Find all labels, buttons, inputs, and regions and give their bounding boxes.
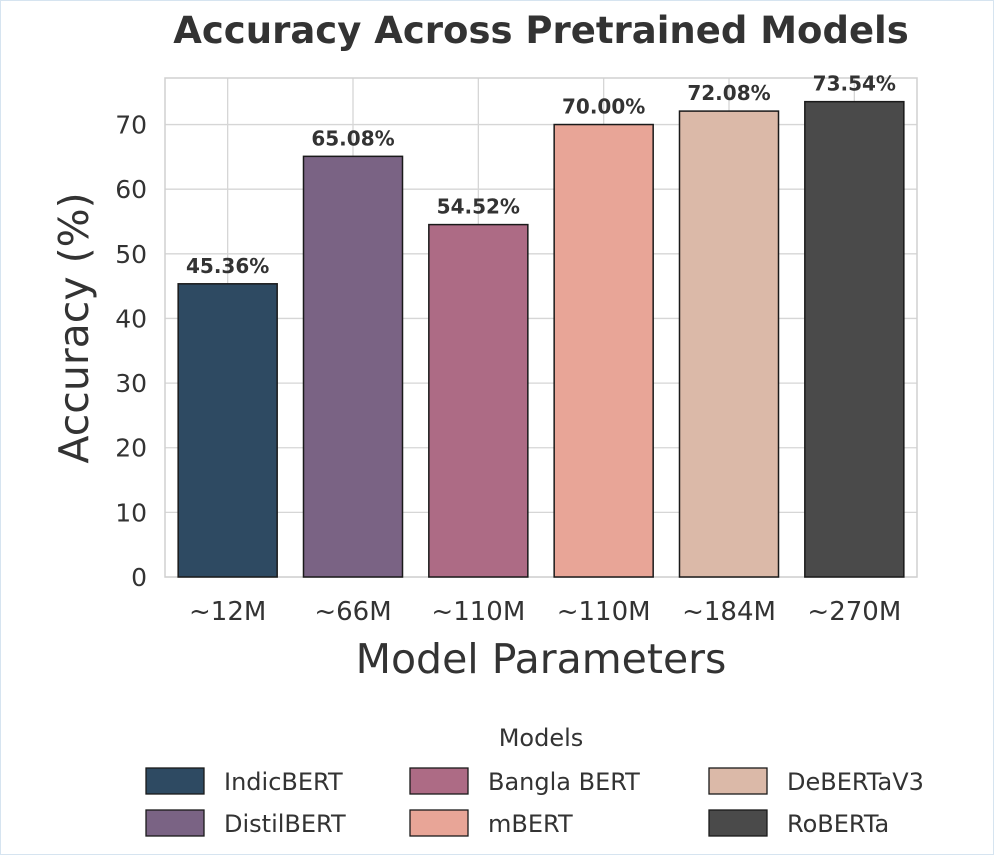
legend-label: DistilBERT xyxy=(224,810,346,838)
legend-label: DeBERTaV3 xyxy=(787,768,924,796)
y-axis-label: Accuracy (%) xyxy=(50,192,98,463)
bars xyxy=(177,100,905,578)
legend-swatch xyxy=(409,767,469,795)
x-tick-label: ~270M xyxy=(807,597,901,627)
x-axis-label: Model Parameters xyxy=(356,635,727,683)
y-tick-label: 30 xyxy=(115,369,147,398)
bar-debertav3 xyxy=(678,110,780,578)
x-axis-ticks: ~12M ~66M ~110M ~110M ~184M ~270M xyxy=(189,597,901,627)
legend-title: Models xyxy=(499,724,584,752)
bar-value-label: 65.08% xyxy=(311,126,394,150)
bar-roberta xyxy=(804,100,905,578)
legend-swatch xyxy=(145,767,205,795)
x-tick-label: ~110M xyxy=(431,597,525,627)
chart-title: Accuracy Across Pretrained Models xyxy=(173,9,909,52)
legend-items: IndicBERT DistilBERT Bangla BERT mBERT DeBER… xyxy=(145,767,924,838)
bar-indicbert xyxy=(177,283,278,578)
x-tick-label: ~66M xyxy=(314,597,391,627)
bar-mbert xyxy=(553,123,654,578)
legend-label: RoBERTa xyxy=(787,810,889,838)
legend: Models IndicBERT DistilBERT Bangla BERT mBE… xyxy=(145,724,924,838)
y-tick-label: 60 xyxy=(115,175,147,204)
legend-swatch xyxy=(708,809,768,837)
y-tick-label: 50 xyxy=(115,240,147,269)
legend-swatch xyxy=(708,767,768,795)
bar-value-label: 70.00% xyxy=(562,95,645,119)
y-axis-ticks: 0 10 20 30 40 50 60 70 xyxy=(115,111,147,592)
x-tick-label: ~110M xyxy=(557,597,651,627)
bar-value-label: 45.36% xyxy=(186,254,269,278)
legend-swatch xyxy=(409,809,469,837)
legend-swatch xyxy=(145,809,205,837)
plot-area-border xyxy=(164,77,918,578)
bar-value-label: 72.08% xyxy=(687,81,770,105)
bar-value-label: 54.52% xyxy=(437,195,520,219)
legend-label: IndicBERT xyxy=(224,768,343,796)
bar-bangla-bert xyxy=(428,223,529,578)
y-tick-label: 10 xyxy=(115,498,147,527)
y-tick-label: 20 xyxy=(115,434,147,463)
x-tick-label: ~12M xyxy=(189,597,266,627)
data-labels: 45.36% 65.08% 54.52% 70.00% 72.08% 73.54% xyxy=(186,72,896,278)
x-tick-label: ~184M xyxy=(682,597,776,627)
y-tick-label: 70 xyxy=(115,111,147,140)
legend-label: mBERT xyxy=(488,810,573,838)
bar-distilbert xyxy=(302,155,404,578)
bar-value-label: 73.54% xyxy=(813,72,896,96)
y-tick-label: 0 xyxy=(131,563,147,592)
y-tick-label: 40 xyxy=(115,304,147,333)
legend-label: Bangla BERT xyxy=(488,768,640,796)
